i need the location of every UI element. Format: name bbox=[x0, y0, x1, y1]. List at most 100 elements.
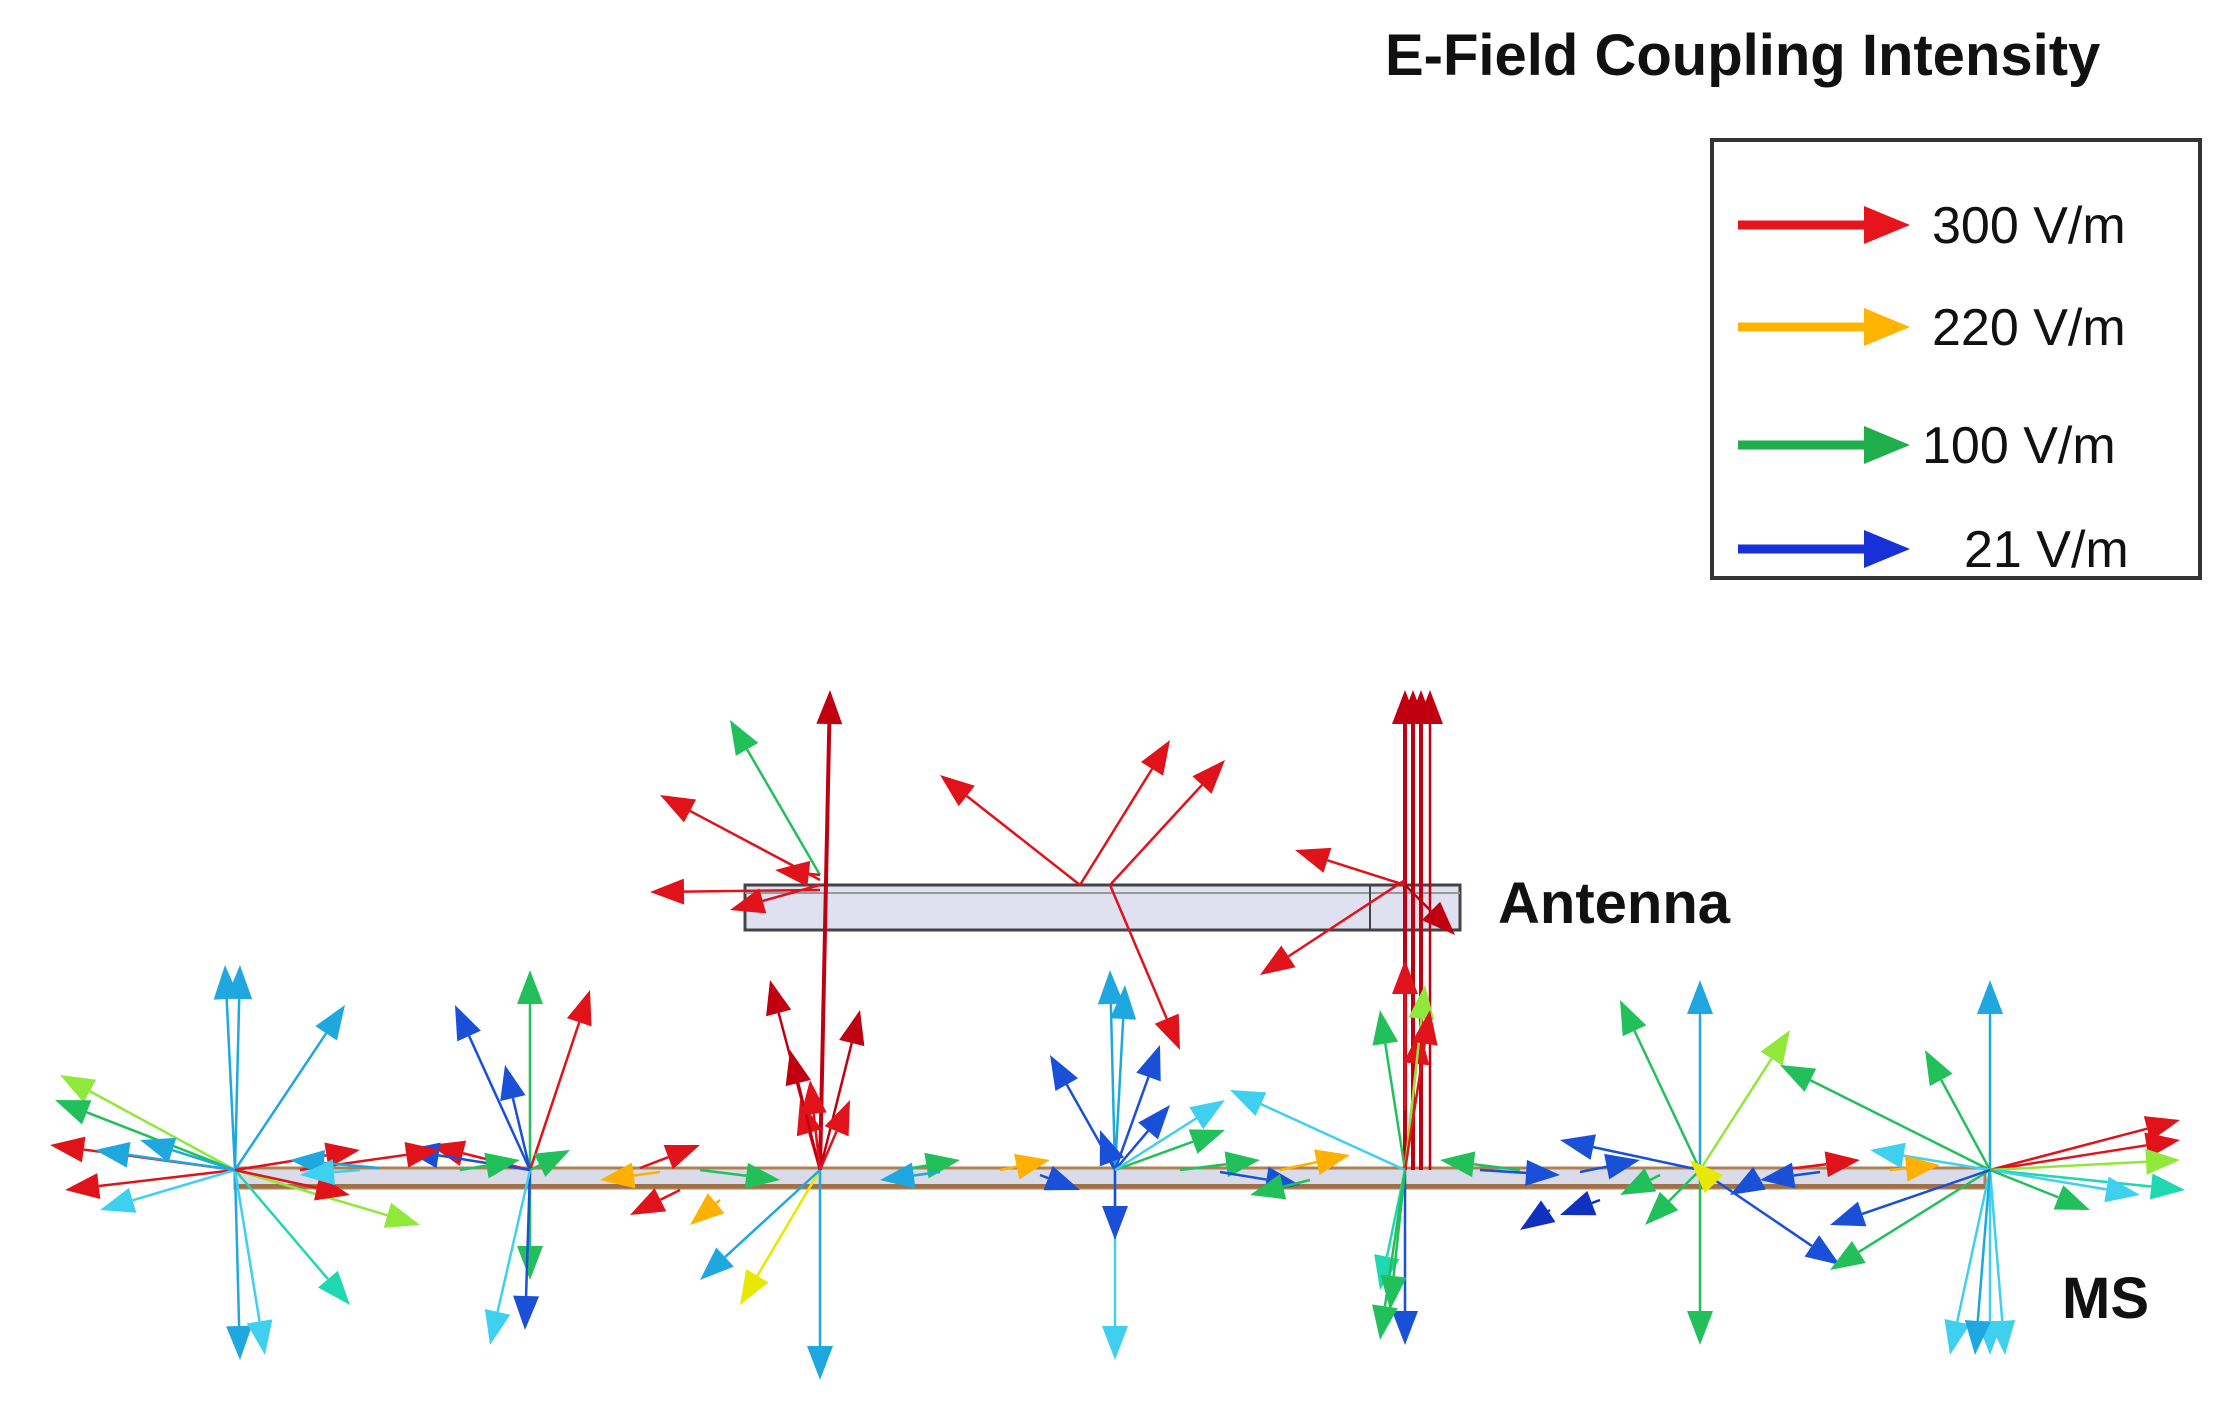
field-arrow-shaft bbox=[1698, 1057, 1773, 1171]
field-arrow-shaft bbox=[699, 1168, 747, 1178]
field-arrowhead bbox=[1392, 1311, 1418, 1345]
field-arrowhead bbox=[1645, 1191, 1679, 1225]
field-arrowhead bbox=[1989, 1320, 2016, 1355]
field-arrowhead bbox=[740, 1269, 769, 1305]
field-arrow-shaft bbox=[234, 1168, 388, 1217]
field-arrowhead bbox=[1102, 1206, 1128, 1240]
field-arrow-shaft bbox=[1179, 1162, 1227, 1172]
field-arrowhead bbox=[1690, 1160, 1724, 1194]
field-arrow-shaft bbox=[89, 1090, 236, 1172]
field-arrowhead bbox=[1230, 1090, 1267, 1116]
field-arrow-shaft bbox=[1793, 1170, 1821, 1177]
red-arrow-icon bbox=[1738, 206, 1910, 244]
field-arrowhead bbox=[1824, 1151, 1860, 1178]
field-arrows bbox=[50, 690, 2185, 1380]
field-arrow-shaft bbox=[1989, 1168, 2107, 1191]
field-arrowhead bbox=[1260, 945, 1296, 975]
field-arrowhead bbox=[1977, 980, 2003, 1014]
field-arrowhead bbox=[533, 1150, 570, 1177]
field-arrowhead bbox=[1189, 1100, 1225, 1130]
field-arrow-shaft bbox=[797, 1082, 822, 1171]
field-arrowhead bbox=[766, 980, 792, 1017]
field-arrowhead bbox=[484, 1308, 511, 1345]
field-arrow-shaft bbox=[528, 1021, 581, 1171]
field-arrow-shaft bbox=[1327, 859, 1406, 887]
field-arrow-shaft bbox=[1114, 1140, 1194, 1172]
field-arrowhead bbox=[100, 1187, 137, 1213]
field-arrowhead bbox=[1192, 760, 1225, 794]
field-arrowhead bbox=[940, 775, 975, 807]
legend-item-100: 100 V/m bbox=[1714, 410, 2198, 480]
field-arrowhead bbox=[690, 1193, 725, 1225]
legend-label: 220 V/m bbox=[1932, 299, 2126, 357]
field-arrowhead bbox=[318, 1270, 350, 1305]
field-arrowhead bbox=[1372, 1304, 1398, 1340]
field-arrowhead bbox=[383, 1202, 420, 1228]
field-arrow-shaft bbox=[715, 1199, 721, 1205]
field-arrowhead bbox=[566, 990, 592, 1027]
field-arrow-shaft bbox=[965, 795, 1081, 886]
field-arrowhead bbox=[1097, 970, 1124, 1005]
field-arrow-shaft bbox=[1109, 784, 1203, 886]
green-arrow-icon bbox=[1738, 426, 1910, 464]
field-arrow-shaft bbox=[1108, 884, 1168, 1020]
field-arrowhead bbox=[1188, 1129, 1225, 1154]
field-arrowhead bbox=[880, 1162, 916, 1189]
field-arrowhead bbox=[1136, 1045, 1161, 1082]
field-arrow-shaft bbox=[1287, 878, 1406, 958]
field-arrow-shaft bbox=[1383, 1169, 1407, 1307]
field-arrow-shaft bbox=[1940, 1079, 1992, 1171]
field-arrowhead bbox=[824, 1100, 850, 1137]
field-arrowhead bbox=[484, 1152, 520, 1179]
field-arrow-shaft bbox=[132, 1168, 236, 1202]
field-arrowhead bbox=[1374, 1254, 1400, 1290]
blue-arrow-icon bbox=[1738, 530, 1910, 568]
field-arrow-shaft bbox=[1903, 1154, 1991, 1172]
field-arrowhead bbox=[663, 1145, 700, 1170]
field-arrowhead bbox=[1687, 1311, 1713, 1345]
field-arrowhead bbox=[1102, 1326, 1128, 1360]
field-arrowhead bbox=[1417, 690, 1443, 724]
figure-title: E-Field Coupling Intensity bbox=[1385, 23, 2101, 88]
field-arrow-shaft bbox=[323, 1161, 381, 1170]
field-arrow-shaft bbox=[1219, 1170, 1267, 1181]
field-arrow-shaft bbox=[234, 1168, 318, 1189]
field-arrowhead bbox=[246, 1319, 273, 1355]
field-arrowhead bbox=[1440, 1151, 1476, 1178]
ms-label: MS bbox=[2062, 1266, 2149, 1331]
field-arrow-shaft bbox=[233, 1169, 261, 1322]
field-arrowhead bbox=[517, 970, 543, 1004]
field-arrow-shaft bbox=[1110, 1161, 1117, 1171]
field-arrowhead bbox=[1964, 1320, 1991, 1355]
field-arrowhead bbox=[140, 1137, 177, 1163]
field-arrowhead bbox=[300, 1159, 335, 1186]
field-arrow-shaft bbox=[1989, 1127, 2148, 1172]
field-arrow-shaft bbox=[529, 1164, 541, 1172]
field-arrowhead bbox=[1392, 960, 1418, 994]
legend-item-21: 21 V/m bbox=[1714, 514, 2198, 584]
field-arrow-shaft bbox=[233, 998, 241, 1171]
field-arrowhead bbox=[1730, 1166, 1766, 1195]
field-arrow-shaft bbox=[1109, 1003, 1117, 1171]
field-arrow-shaft bbox=[1988, 1169, 2004, 1322]
field-arrow-shaft bbox=[818, 1130, 838, 1171]
field-arrowhead bbox=[1014, 1153, 1050, 1180]
field-arrowhead bbox=[1830, 1201, 1867, 1227]
field-arrow-shaft bbox=[225, 998, 237, 1171]
field-arrowhead bbox=[1687, 980, 1713, 1014]
field-arrowhead bbox=[630, 1188, 667, 1215]
field-arrow-shaft bbox=[233, 1169, 241, 1327]
field-arrow-shaft bbox=[659, 1188, 681, 1201]
field-arrowhead bbox=[775, 860, 811, 887]
field-arrow-shaft bbox=[524, 1169, 532, 1297]
field-arrow-shaft bbox=[234, 1169, 329, 1280]
field-arrowhead bbox=[517, 1246, 543, 1280]
field-arrow-shaft bbox=[511, 1097, 532, 1171]
field-arrow-shaft bbox=[1473, 1162, 1521, 1172]
field-arrowhead bbox=[807, 1346, 833, 1380]
orange-arrow-icon bbox=[1738, 308, 1910, 346]
field-arrow-shaft bbox=[1889, 1167, 1907, 1172]
field-arrow-shaft bbox=[467, 1035, 532, 1171]
field-arrow-shaft bbox=[1699, 1168, 1813, 1247]
field-arrow-shaft bbox=[1113, 1018, 1125, 1171]
